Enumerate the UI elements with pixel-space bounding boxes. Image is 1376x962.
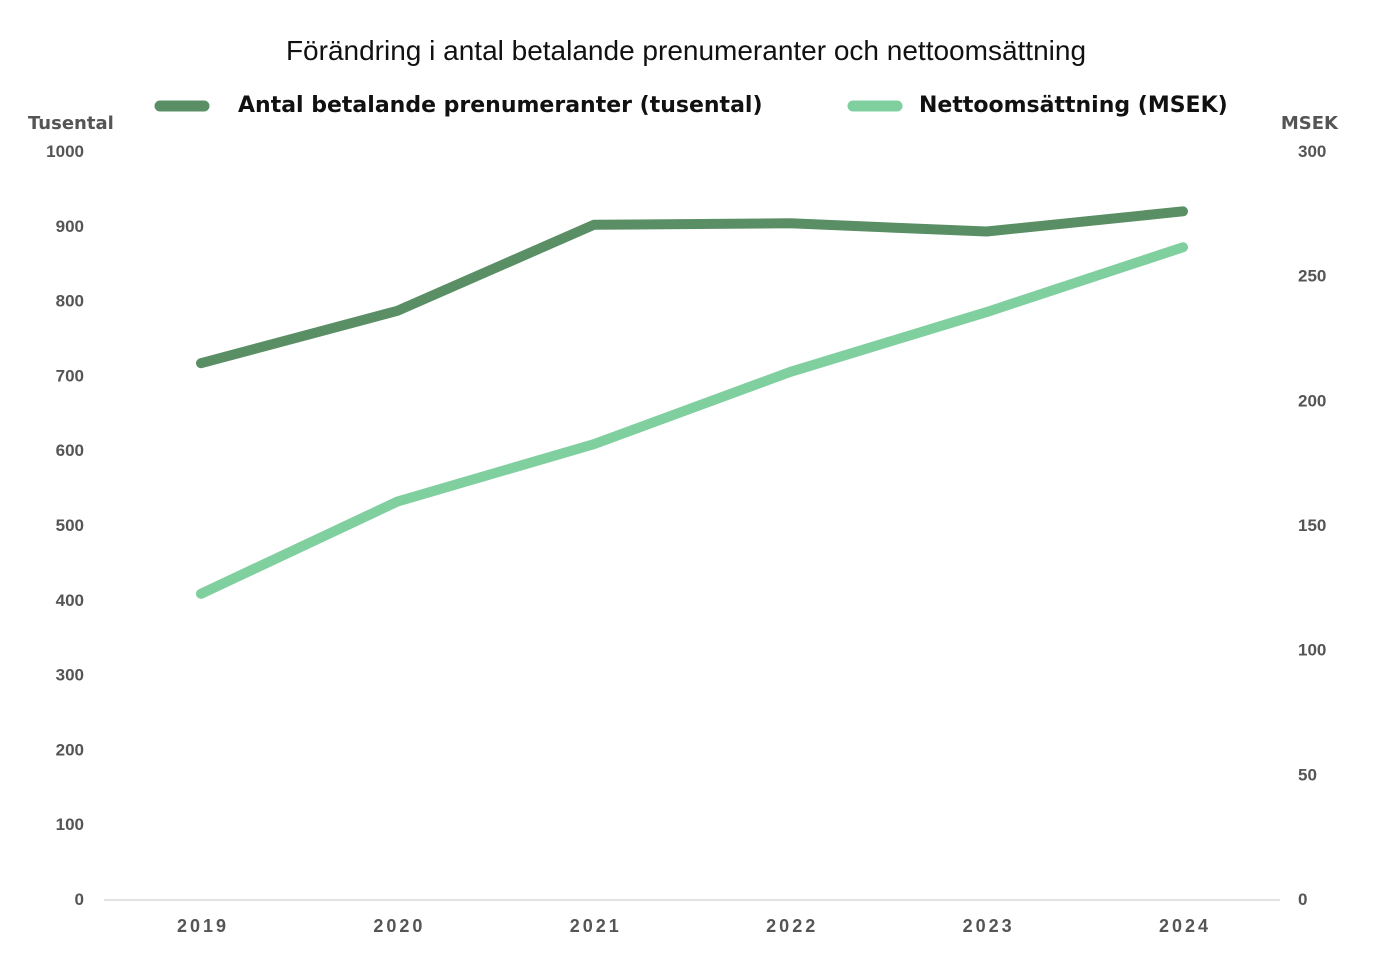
y-left-ticks: 0 100 200 300 400 500 600 700 800 900 1000 [46, 142, 84, 909]
x-tick-label: 2019 [177, 916, 229, 936]
legend-label-subscribers: Antal betalande prenumeranter (tusental) [238, 93, 763, 118]
x-ticks: 2019 2020 2021 2022 2023 2024 [177, 916, 1211, 936]
x-tick-label: 2023 [963, 916, 1015, 936]
y-left-axis-title: Tusental [28, 113, 114, 134]
chart-title: Förändring i antal betalande prenumerant… [286, 35, 1086, 66]
series-line-subscribers [196, 206, 1188, 369]
series-layer [196, 206, 1188, 599]
y-left-tick-label: 800 [56, 292, 84, 311]
y-left-tick-label: 1000 [46, 142, 84, 161]
y-left-tick-label: 500 [56, 516, 84, 535]
y-right-tick-label: 150 [1298, 516, 1326, 535]
y-right-tick-label: 100 [1298, 641, 1326, 660]
y-left-tick-label: 400 [56, 591, 84, 610]
y-left-tick-label: 300 [56, 666, 84, 685]
series-line-revenue [196, 242, 1188, 599]
y-left-tick-label: 900 [56, 217, 84, 236]
y-right-tick-label: 50 [1298, 765, 1317, 784]
y-right-ticks: 0 50 100 150 200 250 300 [1298, 142, 1326, 909]
y-left-tick-label: 600 [56, 441, 84, 460]
y-right-tick-label: 0 [1298, 890, 1307, 909]
x-tick-label: 2024 [1159, 916, 1211, 936]
y-left-tick-label: 200 [56, 740, 84, 759]
legend: Antal betalande prenumeranter (tusental)… [154, 93, 1228, 118]
y-right-tick-label: 200 [1298, 391, 1326, 410]
y-right-axis-title: MSEK [1281, 113, 1339, 134]
y-left-tick-label: 700 [56, 366, 84, 385]
x-tick-label: 2022 [766, 916, 818, 936]
y-right-tick-label: 250 [1298, 267, 1326, 286]
x-tick-label: 2021 [570, 916, 622, 936]
y-left-tick-label: 100 [56, 815, 84, 834]
y-left-tick-label: 0 [75, 890, 84, 909]
y-right-tick-label: 300 [1298, 142, 1326, 161]
x-tick-label: 2020 [373, 916, 425, 936]
legend-label-revenue: Nettoomsättning (MSEK) [919, 93, 1228, 118]
